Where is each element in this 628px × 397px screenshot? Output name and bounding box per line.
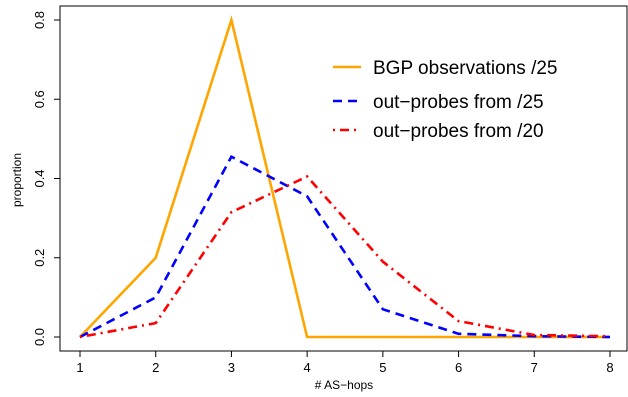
series-line-1 — [79, 15, 610, 339]
x-tick-label: 6 — [455, 360, 462, 375]
x-tick-label: 2 — [152, 360, 159, 375]
y-tick-label: 0.6 — [32, 90, 47, 108]
x-tick-label: 3 — [228, 360, 235, 375]
y-axis: 0.0 0.2 0.4 0.6 0.8 — [32, 11, 60, 346]
legend: BGP observations /25 out−probes from /25 o… — [333, 58, 557, 142]
x-axis-title: # AS−hops — [315, 378, 373, 392]
x-tick-label: 7 — [531, 360, 538, 375]
legend-label-1: BGP observations /25 — [373, 58, 557, 79]
x-tick-label: 4 — [304, 360, 311, 375]
y-tick-label: 0.2 — [32, 249, 47, 267]
x-tick-label: 5 — [379, 360, 386, 375]
x-tick-label: 1 — [76, 360, 83, 375]
legend-label-2: out−probes from /25 — [373, 92, 544, 113]
y-tick-label: 0.8 — [32, 11, 47, 29]
y-axis-title: proportion — [10, 153, 24, 207]
x-axis: 1 2 3 4 5 6 7 8 — [76, 351, 614, 375]
series-line-3 — [79, 174, 611, 339]
series-line-2 — [79, 154, 611, 339]
x-tick-label: 8 — [606, 360, 613, 375]
y-tick-label: 0.0 — [32, 328, 47, 346]
legend-label-3: out−probes from /20 — [373, 121, 544, 142]
y-tick-label: 0.4 — [32, 169, 47, 187]
series-layer — [79, 15, 611, 339]
